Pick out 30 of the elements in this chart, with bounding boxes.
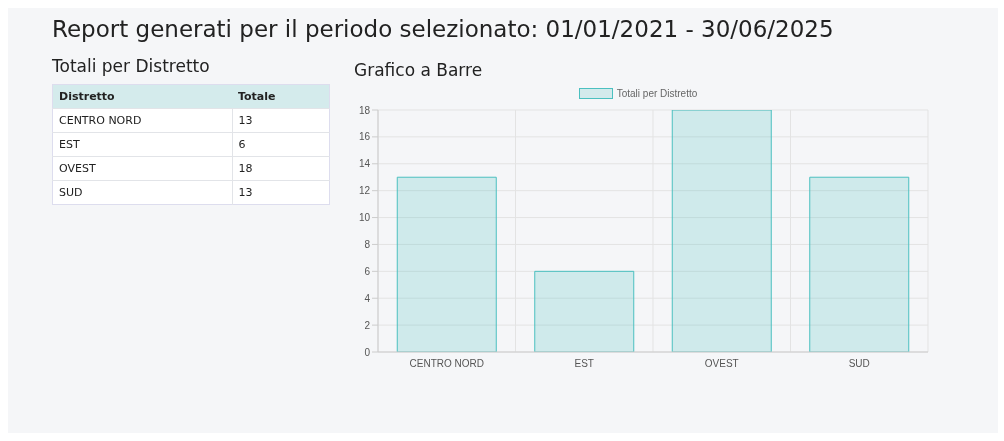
data-label: 13 <box>232 108 330 133</box>
x-tick-label: SUD <box>848 358 870 370</box>
y-tick-label: 10 <box>358 212 371 224</box>
bar <box>809 176 910 352</box>
y-tick-label: 14 <box>358 158 371 170</box>
x-tick-label: CENTRO NORD <box>409 358 484 370</box>
bar <box>671 110 772 352</box>
category-label: OVEST <box>58 161 97 177</box>
category-label: SUD <box>58 185 84 201</box>
y-tick-label: 6 <box>364 265 371 277</box>
chart-title: Grafico a Barre <box>354 60 484 80</box>
data-label: 18 <box>232 156 330 181</box>
text: Report generati per il periodo selezionato: 01/01/2021 - 30/06/2025 <box>52 16 834 42</box>
y-tick-label: 0 <box>364 346 371 358</box>
y-tick-label: 4 <box>364 292 371 304</box>
x-tick-label: EST <box>574 358 594 370</box>
category-label: EST <box>58 137 81 153</box>
bar <box>534 270 635 352</box>
data-label: 13 <box>232 180 330 205</box>
text: Totali per Distretto <box>52 56 211 76</box>
data-label: 6 <box>232 132 330 157</box>
y-tick-label: 2 <box>364 319 371 331</box>
bar <box>396 176 497 352</box>
category-label: CENTRO NORD <box>58 113 143 129</box>
y-tick-label: 8 <box>364 238 371 250</box>
x-tick-label: OVEST <box>704 358 739 370</box>
y-tick-label: 18 <box>358 104 371 116</box>
y-tick-label: 16 <box>358 131 371 143</box>
legend-label: Totali per Distretto <box>615 88 698 99</box>
y-tick-label: 12 <box>358 185 371 197</box>
